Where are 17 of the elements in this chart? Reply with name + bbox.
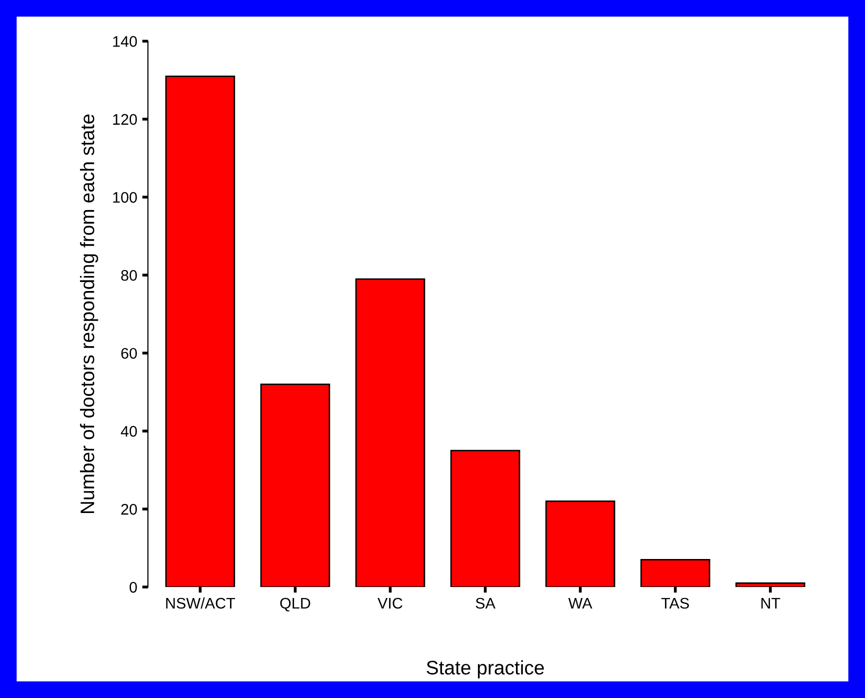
x-tick-label: SA <box>476 598 496 609</box>
x-tick-label: WA <box>568 598 592 609</box>
y-axis-title: Number of doctors responding from each state <box>80 114 98 513</box>
y-tick-label: 40 <box>120 426 137 437</box>
y-tick-label: 0 <box>130 582 137 593</box>
y-tick-label: 140 <box>113 36 137 47</box>
y-tick-label: 100 <box>113 192 137 203</box>
y-tick-label: 120 <box>113 114 137 125</box>
x-tick-label: QLD <box>280 598 310 612</box>
x-tick-label: NSW/ACT <box>166 597 236 609</box>
x-axis-title: State practice <box>426 660 544 678</box>
y-tick-label: 80 <box>121 270 137 281</box>
y-tick-label: 20 <box>121 504 137 515</box>
x-tick-label: VIC <box>378 598 402 609</box>
y-tick-label: 60 <box>121 348 137 359</box>
x-tick-label: NT <box>761 598 780 609</box>
x-tick-label: TAS <box>661 598 689 609</box>
